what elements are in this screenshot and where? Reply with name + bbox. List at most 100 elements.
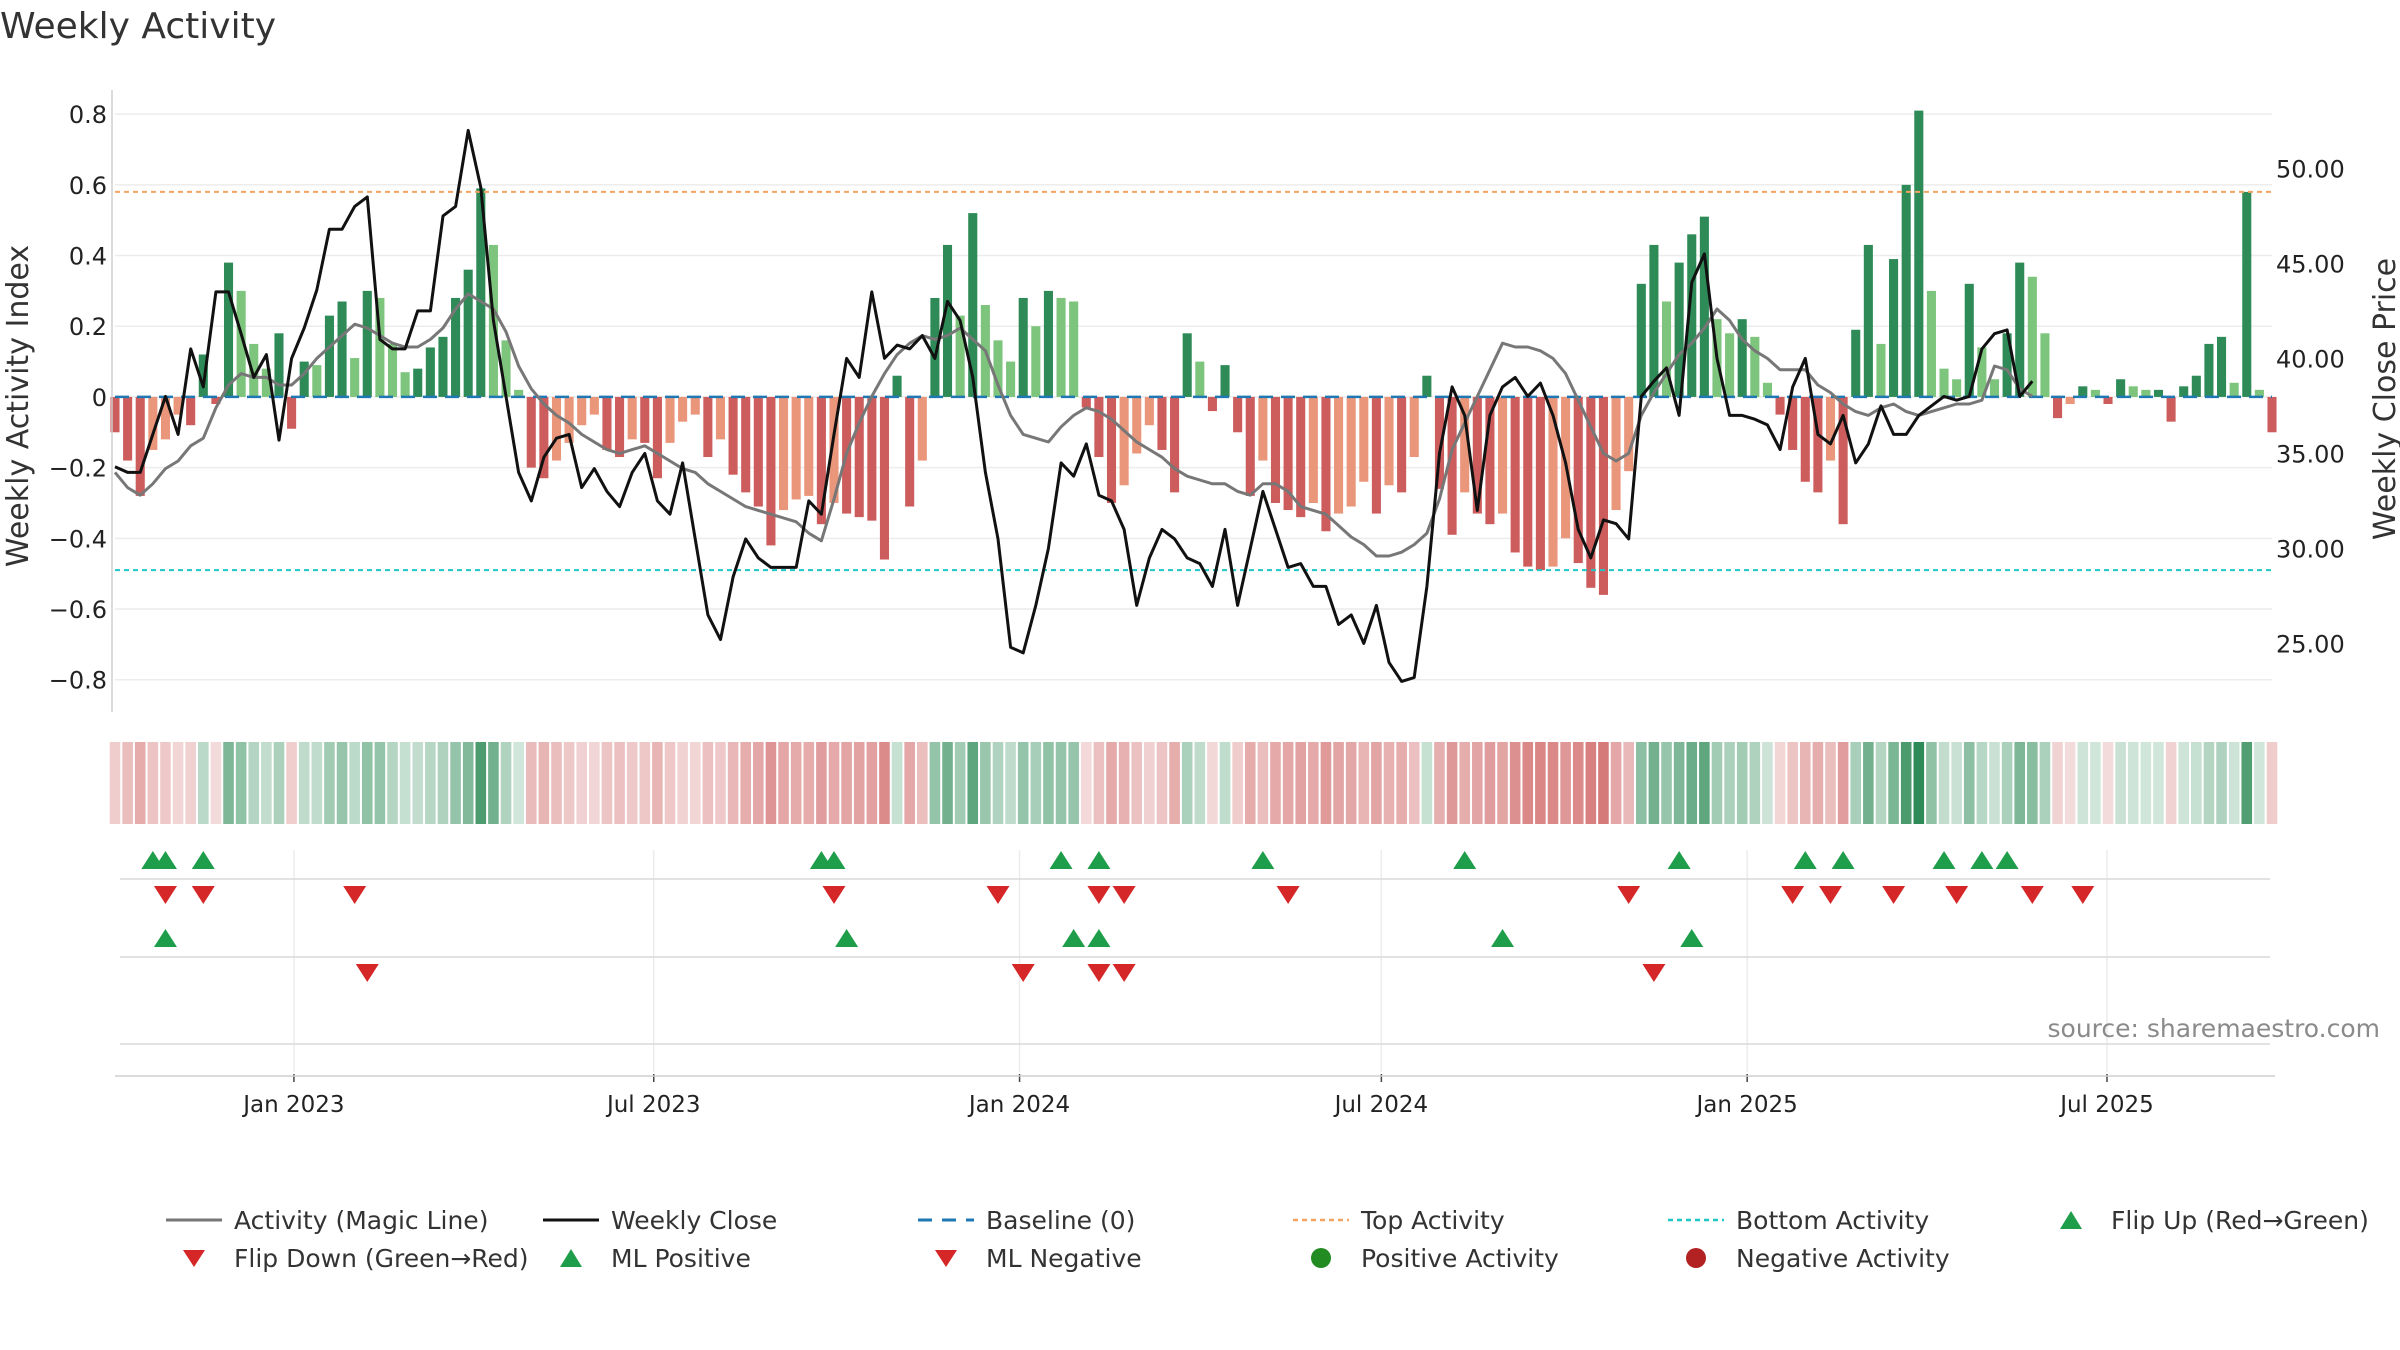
activity-strip-cell	[1320, 742, 1332, 824]
activity-strip-cell	[1106, 742, 1117, 824]
activity-strip-cell	[1459, 742, 1470, 824]
y-tick-label: −0.6	[49, 596, 107, 624]
activity-strip-cell	[1219, 742, 1231, 824]
flip-down-marker	[1945, 886, 1969, 904]
activity-strip-cell	[1055, 742, 1067, 824]
activity-strip-cell	[778, 742, 789, 824]
activity-bar	[211, 396, 221, 404]
activity-strip-cell	[1863, 742, 1874, 824]
chart-title: Weekly Activity	[0, 6, 277, 47]
flip-up-marker	[1970, 851, 1994, 869]
activity-strip-cell	[1333, 742, 1344, 824]
legend-label: Flip Up (Red→Green)	[2111, 1205, 2369, 1235]
activity-bar	[1762, 382, 1772, 397]
activity-strip-cell	[1711, 742, 1723, 824]
activity-strip-cell	[1900, 742, 1912, 824]
activity-strip-cell	[1017, 742, 1029, 824]
ml-positive-marker	[1087, 929, 1111, 947]
legend-label: Baseline (0)	[986, 1205, 1136, 1235]
activity-strip-cell	[992, 742, 1004, 824]
activity-strip-cell	[462, 742, 474, 824]
legend-label: Weekly Close	[611, 1205, 778, 1235]
activity-strip-cell	[1787, 742, 1798, 824]
activity-bar	[766, 396, 776, 546]
activity-strip-cell	[450, 742, 461, 824]
activity-strip-cell	[1699, 742, 1710, 824]
activity-bar	[1321, 396, 1331, 532]
flip-up-marker	[1995, 851, 2019, 869]
activity-bar	[2229, 382, 2239, 397]
activity-strip-cell	[1131, 742, 1143, 824]
activity-strip-cell	[286, 742, 297, 824]
activity-strip-cell	[1623, 742, 1634, 824]
activity-bar	[2141, 389, 2151, 397]
activity-strip-cell	[1421, 742, 1433, 824]
activity-strip	[109, 742, 2278, 824]
activity-strip-cell	[967, 742, 979, 824]
activity-strip-cell	[702, 742, 714, 824]
y-tick-label: 0.6	[69, 172, 107, 200]
flip-down-marker	[1276, 886, 1300, 904]
activity-strip-cell	[740, 742, 751, 824]
flip-up-marker	[1251, 851, 1275, 869]
flip-down-marker	[1819, 886, 1843, 904]
activity-bar	[1207, 396, 1217, 412]
activity-strip-cell	[2102, 742, 2114, 824]
flip-down-marker	[1781, 886, 1805, 904]
y-tick-label: −0.8	[49, 667, 107, 695]
activity-bar	[1725, 333, 1735, 397]
flip-down-marker	[1112, 886, 1136, 904]
activity-strip-cell	[2228, 742, 2240, 824]
activity-bar	[589, 396, 599, 415]
activity-bar	[2103, 396, 2113, 404]
activity-strip-cell	[1636, 742, 1647, 824]
activity-strip-cell	[1547, 742, 1559, 824]
activity-bar	[2153, 389, 2164, 397]
activity-strip-cell	[1118, 742, 1130, 824]
activity-bar	[2179, 386, 2189, 397]
activity-strip-cell	[1383, 742, 1395, 824]
activity-bar	[1334, 396, 1344, 514]
activity-strip-cell	[1371, 742, 1382, 824]
legend-item-close: Weekly Close	[537, 1205, 777, 1235]
activity-bar	[1397, 396, 1407, 493]
activity-bar	[425, 347, 435, 397]
flip-up-marker	[822, 851, 846, 869]
activity-bar	[1296, 396, 1306, 518]
activity-bar	[1220, 365, 1230, 397]
activity-bar	[2166, 396, 2176, 422]
activity-bar	[2128, 386, 2138, 397]
ml-positive-marker	[153, 929, 177, 947]
activity-bar	[1851, 329, 1861, 397]
activity-strip-cell	[1724, 742, 1735, 824]
activity-strip-cell	[109, 742, 121, 824]
activity-strip-cell	[639, 742, 651, 824]
activity-bar	[728, 396, 738, 475]
activity-bar	[463, 269, 473, 397]
activity-bar	[1876, 343, 1886, 397]
activity-bar	[703, 396, 713, 458]
activity-strip-cell	[2140, 742, 2152, 824]
activity-strip-cell	[1194, 742, 1206, 824]
activity-bar	[741, 396, 751, 493]
activity-bar	[968, 213, 978, 397]
activity-strip-cell	[1282, 742, 1294, 824]
activity-bar	[1624, 396, 1634, 472]
activity-strip-cell	[1926, 742, 1937, 824]
activity-bar	[1535, 396, 1545, 571]
legend-symbol	[160, 1205, 224, 1235]
activity-bar	[1182, 333, 1192, 397]
activity-bar	[539, 396, 549, 479]
activity-strip-cell	[765, 742, 777, 824]
activity-bar	[1308, 396, 1318, 503]
activity-bar	[1031, 326, 1041, 397]
legend-item-ml-pos: ML Positive	[537, 1243, 751, 1273]
activity-strip-cell	[1093, 742, 1105, 824]
activity-bar	[173, 396, 183, 415]
legend-symbol	[1287, 1205, 1351, 1235]
activity-bar	[362, 290, 372, 397]
y-tick-label: 0.8	[69, 101, 107, 129]
activity-strip-cell	[210, 742, 222, 824]
activity-bar	[1649, 244, 1659, 397]
activity-strip-cell	[2203, 742, 2215, 824]
